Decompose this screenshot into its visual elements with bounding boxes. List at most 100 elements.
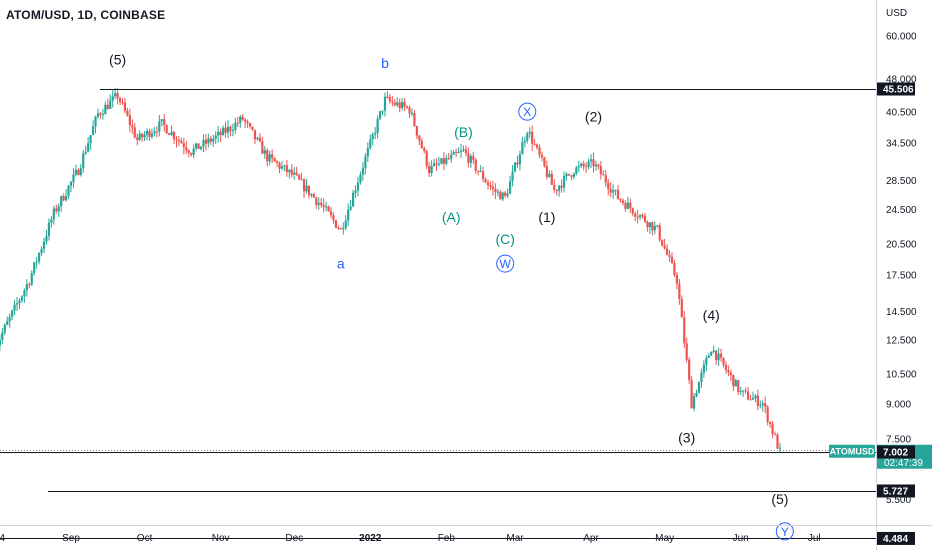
candle-body — [57, 206, 60, 212]
candle-body — [685, 343, 688, 360]
candle-body — [621, 200, 625, 203]
candle-body — [226, 126, 230, 133]
candle-body — [47, 222, 51, 236]
candle-body — [651, 222, 654, 231]
candle-body — [548, 174, 551, 177]
candle-body — [401, 101, 404, 109]
candle-body — [106, 104, 109, 109]
candle-body — [339, 228, 342, 230]
candle-body — [761, 403, 764, 405]
candle-body — [187, 150, 190, 154]
candle-body — [136, 137, 139, 140]
price-level-badge — [877, 531, 915, 545]
candle-body — [592, 159, 595, 167]
candle-body — [467, 153, 470, 163]
candle-body — [570, 175, 573, 177]
candle-body — [322, 205, 325, 208]
candle-body — [3, 324, 6, 333]
candle-body — [435, 163, 438, 165]
candle-body — [440, 158, 443, 164]
candle-body — [739, 391, 742, 393]
candle-body — [474, 159, 477, 171]
candle-body — [334, 220, 338, 228]
candle-body — [224, 127, 227, 133]
price-level-badge — [877, 82, 915, 96]
candle-body — [423, 148, 426, 152]
candle-body — [658, 225, 661, 240]
candle-body — [104, 104, 107, 115]
candle-body — [589, 159, 593, 162]
candle-body — [403, 101, 406, 107]
candle-body — [756, 395, 759, 406]
candle-body — [535, 144, 539, 148]
y-tick-label: 5.500 — [886, 495, 911, 506]
candle-body — [280, 166, 284, 169]
candle-body — [0, 339, 1, 346]
candle-body — [256, 137, 259, 140]
candle-body — [231, 130, 235, 132]
candle-body — [538, 147, 541, 155]
candle-body — [234, 122, 237, 131]
candle-body — [72, 174, 75, 182]
candle-body — [715, 350, 718, 361]
candle-body — [25, 284, 28, 291]
x-tick-label: 2022 — [359, 533, 382, 544]
candle-body — [643, 215, 647, 222]
candle-body — [585, 166, 588, 168]
candle-body — [366, 148, 369, 157]
candle-body — [678, 283, 681, 300]
candle-body — [67, 185, 70, 196]
candle-body — [312, 194, 315, 198]
candle-body — [15, 303, 19, 305]
candle-body — [484, 179, 487, 183]
candle-body — [8, 316, 11, 322]
candle-body — [239, 116, 242, 123]
candle-body — [391, 101, 394, 103]
x-tick-label: Dec — [285, 533, 303, 544]
candle-body — [663, 245, 666, 249]
candle-body — [457, 151, 460, 153]
y-tick-label: 60.000 — [886, 31, 917, 42]
candle-body — [131, 125, 134, 128]
candle-body — [558, 185, 561, 191]
x-tick-label: Nov — [212, 533, 230, 544]
wave-label: b — [381, 55, 389, 71]
candle-body — [52, 208, 55, 220]
candle-body — [477, 170, 480, 172]
wave-label-circle — [775, 522, 794, 541]
candle-body — [719, 353, 723, 358]
candle-body — [764, 403, 767, 407]
candle-body — [378, 111, 382, 119]
candle-body — [376, 118, 379, 133]
y-tick-label: 28.500 — [886, 176, 917, 187]
candle-body — [114, 93, 117, 97]
candle-body — [528, 131, 531, 134]
candle-body — [504, 192, 507, 196]
candle-body — [89, 135, 92, 144]
candle-body — [69, 181, 73, 186]
candle-body — [298, 174, 301, 180]
candle-body — [84, 151, 87, 154]
candle-body — [236, 122, 239, 124]
candle-body — [742, 390, 745, 392]
candle-body — [285, 165, 288, 173]
candle-body — [116, 93, 119, 99]
candle-body — [567, 173, 571, 176]
countdown-timer: 02:47:39 — [884, 458, 923, 469]
candle-body — [342, 228, 345, 230]
candle-body — [50, 219, 53, 223]
candle-body — [300, 179, 303, 181]
candle-body — [670, 256, 674, 263]
candle-body — [459, 150, 463, 152]
candle-body — [219, 131, 222, 136]
candle-body — [20, 296, 24, 301]
candle-body — [170, 131, 173, 135]
candle-body — [42, 241, 46, 249]
x-tick-label: Oct — [137, 533, 153, 544]
candle-body — [695, 393, 698, 397]
candle-body — [33, 262, 36, 274]
candle-body — [513, 162, 517, 172]
candle-body — [521, 142, 524, 155]
candle-body — [74, 169, 78, 175]
